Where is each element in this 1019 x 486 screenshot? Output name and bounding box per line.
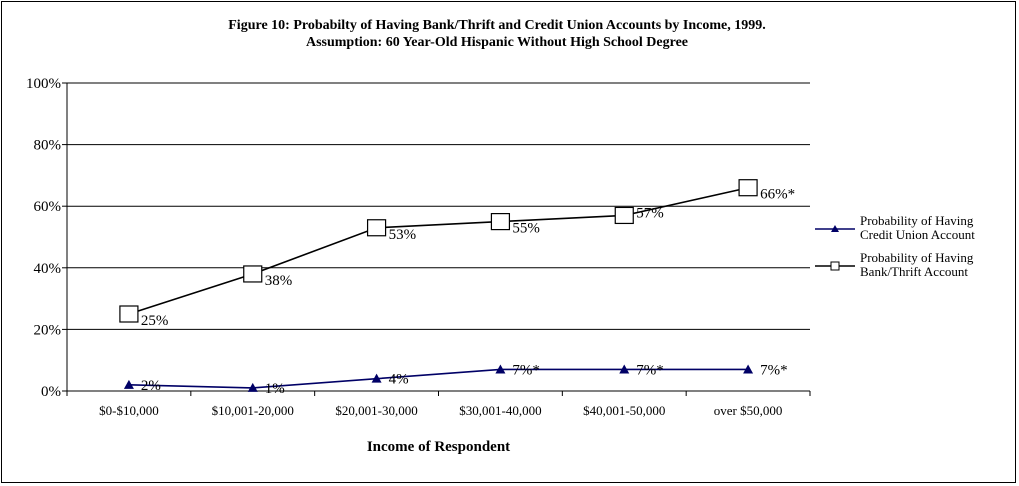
- data-label-credit-union: 7%*: [636, 362, 664, 378]
- y-tick-label: 20%: [34, 322, 62, 338]
- data-point-credit-union: [247, 382, 258, 392]
- data-label-bank-thrift: 57%: [636, 205, 664, 221]
- x-tick-label: $30,001-40,000: [459, 403, 541, 418]
- y-tick-label: 80%: [34, 138, 62, 154]
- y-tick-label: 60%: [34, 199, 62, 215]
- x-tick-label: $40,001-50,000: [583, 403, 665, 418]
- data-label-bank-thrift: 55%: [512, 221, 540, 237]
- data-point-bank-thrift: [614, 206, 634, 225]
- data-label-bank-thrift: 38%: [265, 273, 293, 289]
- x-tick-label: $0-$10,000: [99, 403, 159, 418]
- y-tick-label: 100%: [26, 76, 61, 92]
- chart-subtitle: Assumption: 60 Year-Old Hispanic Without…: [305, 35, 689, 50]
- data-point-credit-union: [495, 364, 506, 374]
- data-point-bank-thrift: [490, 213, 511, 231]
- data-point-credit-union: [619, 364, 630, 374]
- data-label-credit-union: 1%: [265, 381, 285, 397]
- data-label-credit-union: 7%*: [512, 362, 540, 378]
- chart-title: Figure 10: Probabilty of Having Bank/Thr…: [228, 18, 766, 33]
- x-axis-title: Income of Respondent: [367, 439, 510, 455]
- data-point-credit-union: [743, 364, 754, 374]
- data-point-bank-thrift: [366, 219, 387, 237]
- data-point-bank-thrift: [738, 179, 758, 197]
- data-label-bank-thrift: 53%: [389, 227, 417, 243]
- legend-entry: Probability of Having Credit Union Accoun…: [860, 213, 975, 242]
- data-label-credit-union: 4%: [389, 372, 409, 388]
- legend-marker-credit-union: [831, 225, 839, 232]
- x-tick-label: over $50,000: [714, 403, 783, 418]
- series-line-bank-thrift: [128, 186, 749, 315]
- legend-entry: Probability of Having Bank/Thrift Account: [860, 250, 974, 279]
- x-tick-label: $20,001-30,000: [335, 403, 417, 418]
- data-label-bank-thrift: 66%*: [760, 187, 795, 203]
- data-point-bank-thrift: [243, 265, 263, 283]
- x-tick-label: $10,001-20,000: [212, 403, 294, 418]
- data-point-credit-union: [123, 379, 134, 389]
- y-tick-label: 40%: [34, 261, 62, 277]
- data-label-bank-thrift: 25%: [141, 313, 169, 329]
- data-label-credit-union: 2%: [141, 378, 161, 394]
- data-label-credit-union: 7%*: [760, 362, 788, 378]
- legend-marker-bank-thrift: [830, 261, 840, 271]
- data-point-bank-thrift: [119, 305, 139, 323]
- y-tick-label: 0%: [41, 384, 61, 400]
- series-line-credit-union: [128, 368, 749, 389]
- data-point-credit-union: [371, 373, 382, 383]
